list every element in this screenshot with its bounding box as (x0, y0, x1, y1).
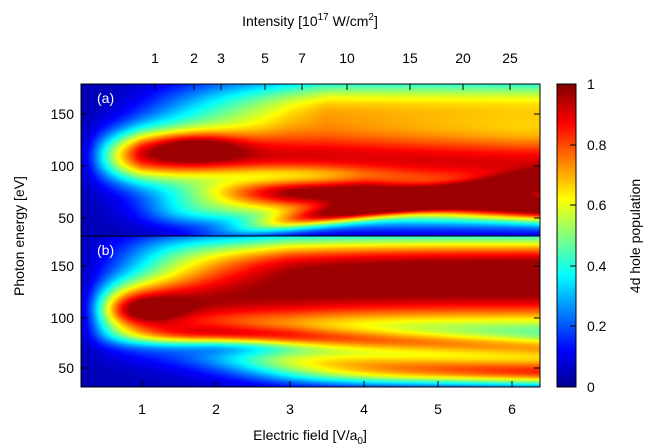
x-tick-label: 6 (508, 401, 516, 417)
top-axis-ticks: 1 2 3 5 7 10 15 20 25 (151, 50, 518, 90)
x-tick-label: 4 (360, 401, 368, 417)
panel-a-heatmap (81, 84, 540, 236)
top-axis-title: Intensity [1017 W/cm2] (242, 12, 378, 29)
colorbar-tick-label: 0.2 (587, 318, 607, 334)
x-axis-title-end: ] (363, 427, 367, 443)
panel-a-tag: (a) (97, 90, 114, 106)
top-tick-label: 3 (217, 50, 225, 66)
colorbar-tick-label: 1 (587, 76, 595, 92)
panel-b-tag: (b) (97, 242, 114, 258)
top-tick-label: 20 (455, 50, 471, 66)
y-tick-label: 50 (58, 360, 74, 376)
top-tick-label: 1 (151, 50, 159, 66)
colorbar-tick-label: 0.4 (587, 258, 607, 274)
top-tick-label: 15 (402, 50, 418, 66)
x-tick-label: 5 (434, 401, 442, 417)
colorbar-tick-label: 0 (587, 379, 595, 395)
x-axis-title-sub: 0 (357, 436, 363, 445)
colorbar-tick-label: 0.6 (587, 197, 607, 213)
top-tick-label: 7 (298, 50, 306, 66)
panel-a-y-ticks: 50 100 150 (51, 106, 540, 226)
panel-b-frame (80, 235, 541, 388)
y-tick-label: 150 (51, 106, 75, 122)
y-tick-label: 100 (51, 310, 75, 326)
y-axis-title: Photon energy [eV] (11, 176, 27, 296)
top-axis-title-sup: 2 (368, 12, 374, 23)
y-tick-label: 150 (51, 258, 75, 274)
x-axis-title: Electric field [V/a0] (253, 427, 367, 445)
x-tick-label: 3 (286, 401, 294, 417)
panel-b-y-ticks: 50 100 150 (51, 258, 540, 376)
x-axis-title-main: Electric field [V/a (253, 427, 357, 443)
top-tick-label: 2 (190, 50, 198, 66)
top-axis-title-mid: W/cm (329, 13, 369, 29)
colorbar-ticks: 0 0.2 0.4 0.6 0.8 1 (570, 76, 607, 395)
colorbar-tick-label: 0.8 (587, 137, 607, 153)
colorbar-title: 4d hole population (627, 179, 643, 293)
x-axis-ticks: 1 2 3 4 5 6 (138, 381, 516, 417)
panel-b-heatmap (81, 236, 540, 387)
y-tick-label: 100 (51, 158, 75, 174)
top-axis-title-prefix: Intensity [10 (242, 13, 318, 29)
top-tick-label: 5 (261, 50, 269, 66)
top-axis-title-exp: 17 (318, 12, 330, 23)
colorbar-frame (556, 83, 577, 388)
x-tick-label: 2 (212, 401, 220, 417)
top-tick-label: 10 (339, 50, 355, 66)
x-tick-label: 1 (138, 401, 146, 417)
top-axis-title-suffix: ] (374, 13, 378, 29)
top-tick-label: 25 (502, 50, 518, 66)
y-tick-label: 50 (58, 210, 74, 226)
colorbar-gradient (557, 84, 576, 387)
